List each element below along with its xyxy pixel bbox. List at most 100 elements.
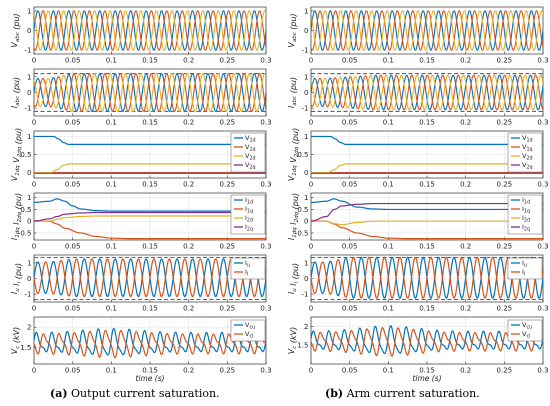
series-line-V2d xyxy=(311,163,543,174)
x-tick-label: 0.25 xyxy=(497,181,513,189)
legend-entry-Iu: Iu xyxy=(522,259,527,269)
x-tick-label: 0.15 xyxy=(419,181,435,189)
caption-a: (a) Output current saturation. xyxy=(50,387,220,400)
series-line-Vcu xyxy=(34,327,266,356)
y-tick-label: 1 xyxy=(27,259,31,267)
legend-entry-V1d: V1d xyxy=(245,134,256,144)
x-tick-label: 0.2 xyxy=(460,57,471,65)
legend-entry-I2q: I2q xyxy=(245,223,253,233)
series-line-Vcl xyxy=(34,329,266,359)
x-tick-label: 0.3 xyxy=(260,181,271,189)
legend-entry-Vcu: Vcu xyxy=(522,321,532,331)
x-tick-label: 0.25 xyxy=(497,243,513,251)
legend-entry-Il: Il xyxy=(522,268,525,278)
y-axis-label: Iabc (pu) xyxy=(287,77,298,108)
x-tick-label: 0.3 xyxy=(260,119,271,127)
x-tick-label: 0 xyxy=(32,305,36,313)
x-tick-label: 0.2 xyxy=(460,367,471,375)
x-tick-label: 0.25 xyxy=(220,119,236,127)
y-axis-label: Iu Il (pu) xyxy=(10,263,23,294)
y-tick-label: 0 xyxy=(304,27,308,35)
series-line-I1d xyxy=(311,198,543,211)
x-tick-label: 0.25 xyxy=(220,57,236,65)
series-line-phase-3 xyxy=(311,10,543,51)
y-tick-label: -0.5 xyxy=(295,229,309,237)
x-tick-label: 0.15 xyxy=(142,57,158,65)
x-tick-label: 0.15 xyxy=(419,119,435,127)
legend-entry-I1d: I1d xyxy=(245,196,253,206)
legend-entry-I1q: I1q xyxy=(245,205,253,215)
y-tick-label: -1 xyxy=(25,105,32,113)
legend-entry-V1q: V1q xyxy=(522,143,533,153)
x-tick-label: 0.3 xyxy=(537,367,548,375)
series-line-phase-3 xyxy=(34,73,266,112)
y-tick-label: 1 xyxy=(27,73,31,81)
x-tick-label: 0.1 xyxy=(106,181,117,189)
x-tick-label: 0.1 xyxy=(106,57,117,65)
y-tick-label: 1 xyxy=(27,194,31,202)
x-tick-label: 0.3 xyxy=(260,367,271,375)
x-tick-label: 0.2 xyxy=(183,367,194,375)
y-tick-label: 1 xyxy=(304,194,308,202)
x-tick-label: 0.15 xyxy=(142,181,158,189)
x-tick-label: 0.05 xyxy=(65,57,81,65)
series-line-Il xyxy=(34,258,266,298)
legend-entry-V1q: V1q xyxy=(245,143,256,153)
x-tick-label: 0.15 xyxy=(419,243,435,251)
x-tick-label: 0.2 xyxy=(183,243,194,251)
y-tick-label: 1 xyxy=(27,7,31,15)
x-tick-label: 0 xyxy=(32,181,36,189)
x-tick-label: 0 xyxy=(32,367,36,375)
x-tick-label: 0.05 xyxy=(342,367,358,375)
x-tick-label: 0.05 xyxy=(65,305,81,313)
y-tick-label: 1.5 xyxy=(20,344,31,352)
y-axis-label: Vabc (pu) xyxy=(10,13,21,47)
series-line-phase-2 xyxy=(311,10,543,51)
x-tick-label: 0.2 xyxy=(460,181,471,189)
legend-entry-I2d: I2d xyxy=(522,214,530,224)
y-tick-label: 0 xyxy=(304,275,308,283)
x-tick-label: 0.3 xyxy=(537,181,548,189)
legend-entry-Vcu: Vcu xyxy=(245,321,255,331)
x-tick-label: 0.1 xyxy=(383,181,394,189)
legend-entry-V2q: V2q xyxy=(245,161,256,171)
y-tick-label: 1.5 xyxy=(297,342,308,350)
series-line-V2d xyxy=(34,163,266,174)
x-tick-label: 0.15 xyxy=(419,305,435,313)
x-tick-label: 0.2 xyxy=(460,243,471,251)
y-tick-label: 0 xyxy=(27,27,31,35)
series-line-I1d xyxy=(34,198,266,212)
x-tick-label: 0.1 xyxy=(106,243,117,251)
legend-entry-Vcl: Vcl xyxy=(245,330,253,340)
legend-entry-Il: Il xyxy=(245,268,248,278)
y-tick-label: 0.5 xyxy=(297,151,308,159)
y-tick-label: 0.5 xyxy=(20,206,31,214)
x-tick-label: 0.25 xyxy=(497,367,513,375)
x-tick-label: 0.25 xyxy=(220,181,236,189)
x-tick-label: 0.3 xyxy=(260,57,271,65)
x-tick-label: 0.25 xyxy=(220,367,236,375)
y-tick-label: 0 xyxy=(304,89,308,97)
x-tick-label: 0.05 xyxy=(65,243,81,251)
y-axis-label: I1dq I2dq (pu) xyxy=(10,193,23,240)
legend-entry-I1q: I1q xyxy=(522,205,530,215)
x-tick-label: 0.25 xyxy=(497,305,513,313)
x-tick-label: 0.15 xyxy=(142,305,158,313)
y-tick-label: 0 xyxy=(27,218,31,226)
x-tick-label: 0.3 xyxy=(537,305,548,313)
x-tick-label: 0.1 xyxy=(383,367,394,375)
legend-entry-I1d: I1d xyxy=(522,196,530,206)
y-tick-label: 2 xyxy=(27,324,31,332)
x-tick-label: 0 xyxy=(309,119,313,127)
legend-entry-Iu: Iu xyxy=(245,259,250,269)
y-tick-label: 1 xyxy=(304,7,308,15)
series-line-phase-3 xyxy=(311,74,543,111)
y-tick-label: -1 xyxy=(302,47,309,55)
series-line-Vcu xyxy=(311,325,543,355)
